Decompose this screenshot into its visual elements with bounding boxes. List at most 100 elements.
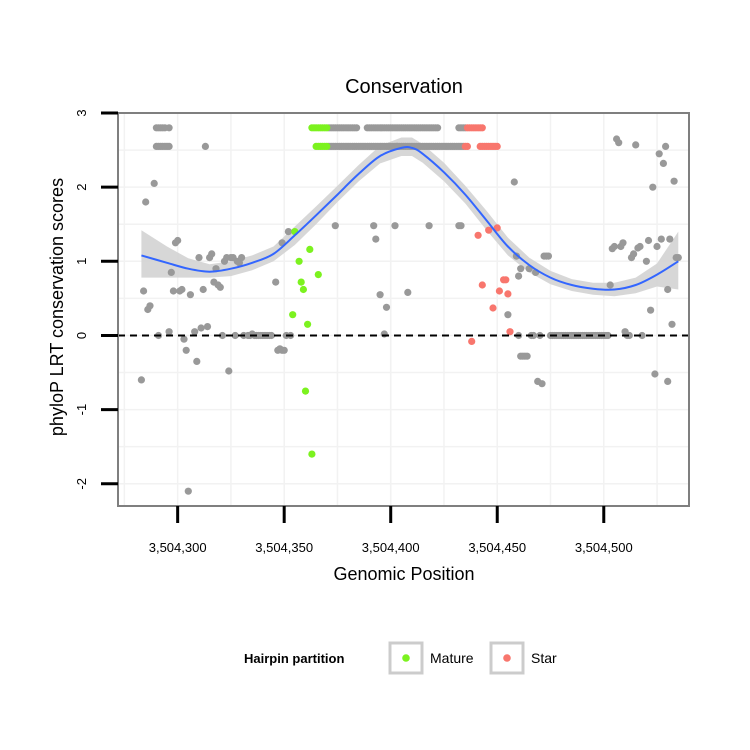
data-point [493, 142, 501, 150]
data-point [308, 450, 316, 458]
data-point [615, 139, 623, 147]
confidence-ribbon [141, 137, 679, 297]
data-point [523, 352, 531, 360]
data-point [304, 320, 312, 328]
data-point [485, 226, 493, 234]
data-point [668, 320, 676, 328]
data-point [517, 265, 525, 273]
data-point [218, 331, 226, 340]
data-point [370, 222, 378, 230]
data-point [299, 285, 307, 294]
data-point [662, 142, 670, 150]
data-point [295, 257, 303, 265]
data-point [515, 272, 523, 280]
data-point [538, 380, 546, 388]
smooth-line [141, 146, 679, 291]
data-point [382, 303, 391, 311]
data-point [186, 291, 194, 299]
data-point [167, 268, 175, 276]
data-point [604, 331, 612, 340]
x-tick-label: 3,504,300 [149, 540, 207, 555]
y-tick-label: 3 [74, 109, 89, 116]
data-point [165, 142, 173, 150]
data-point [404, 288, 412, 296]
data-point [457, 222, 465, 230]
data-point [323, 142, 331, 150]
axes: 3,504,300 3,504,350 3,504,400 3,504,450 3,50… [74, 109, 633, 555]
data-point [504, 290, 512, 298]
data-point [649, 183, 657, 191]
data-point [174, 236, 182, 245]
data-point [425, 222, 433, 230]
data-point [280, 346, 288, 354]
data-point [238, 254, 246, 262]
data-point [137, 376, 145, 384]
legend: Hairpin partition Mature Star [244, 641, 557, 675]
data-point [197, 324, 205, 332]
series-mature [289, 124, 331, 458]
data-point [636, 242, 644, 251]
series-star [461, 124, 514, 345]
x-tick-label: 3,504,400 [362, 540, 420, 555]
data-point [434, 124, 442, 132]
y-tick-label: -1 [74, 404, 89, 416]
data-point [493, 224, 501, 232]
data-point [323, 124, 331, 132]
data-point [468, 337, 476, 345]
data-point [632, 141, 640, 149]
data-point [178, 285, 186, 294]
data-point [647, 306, 655, 314]
data-point [502, 276, 510, 284]
data-point [610, 242, 619, 251]
panel-border [117, 112, 690, 507]
data-point [140, 287, 148, 295]
legend-dot-star [503, 654, 511, 662]
data-point [314, 271, 322, 279]
data-point [510, 178, 518, 186]
legend-dot-mature [402, 654, 410, 662]
data-point [670, 177, 678, 185]
data-point [150, 179, 158, 187]
data-point [165, 328, 173, 336]
data-point [208, 250, 216, 258]
data-point [193, 357, 201, 365]
data-point [642, 257, 651, 265]
data-point [625, 331, 633, 340]
y-tick-label: 0 [74, 332, 89, 339]
legend-title: Hairpin partition [244, 651, 344, 666]
chart-title: Conservation [345, 76, 463, 98]
data-point [544, 252, 553, 260]
y-tick-label: 1 [74, 258, 89, 265]
legend-label-star: Star [531, 650, 557, 666]
data-point [146, 302, 154, 310]
data-point [664, 377, 672, 385]
data-point [606, 281, 614, 289]
data-point [474, 231, 482, 239]
data-point [267, 331, 275, 340]
data-point [142, 198, 150, 206]
data-point [619, 239, 627, 247]
data-point [504, 311, 512, 319]
data-point [289, 311, 297, 319]
data-point [638, 331, 646, 340]
series-other [137, 124, 682, 495]
data-point [331, 222, 339, 230]
data-point [199, 285, 207, 294]
data-point [297, 278, 305, 286]
x-tick-label: 3,504,450 [468, 540, 526, 555]
data-point [391, 222, 399, 230]
data-point [216, 283, 224, 291]
y-tick-label: 2 [74, 184, 89, 191]
data-point [203, 323, 212, 331]
data-point [184, 487, 192, 495]
data-point [666, 235, 674, 243]
data-point [495, 287, 503, 295]
data-point [655, 150, 663, 158]
data-point [201, 142, 209, 150]
data-point [630, 250, 638, 258]
data-point [165, 124, 173, 132]
data-point [659, 159, 668, 167]
x-tick-label: 3,504,350 [255, 540, 313, 555]
data-point [478, 124, 486, 132]
